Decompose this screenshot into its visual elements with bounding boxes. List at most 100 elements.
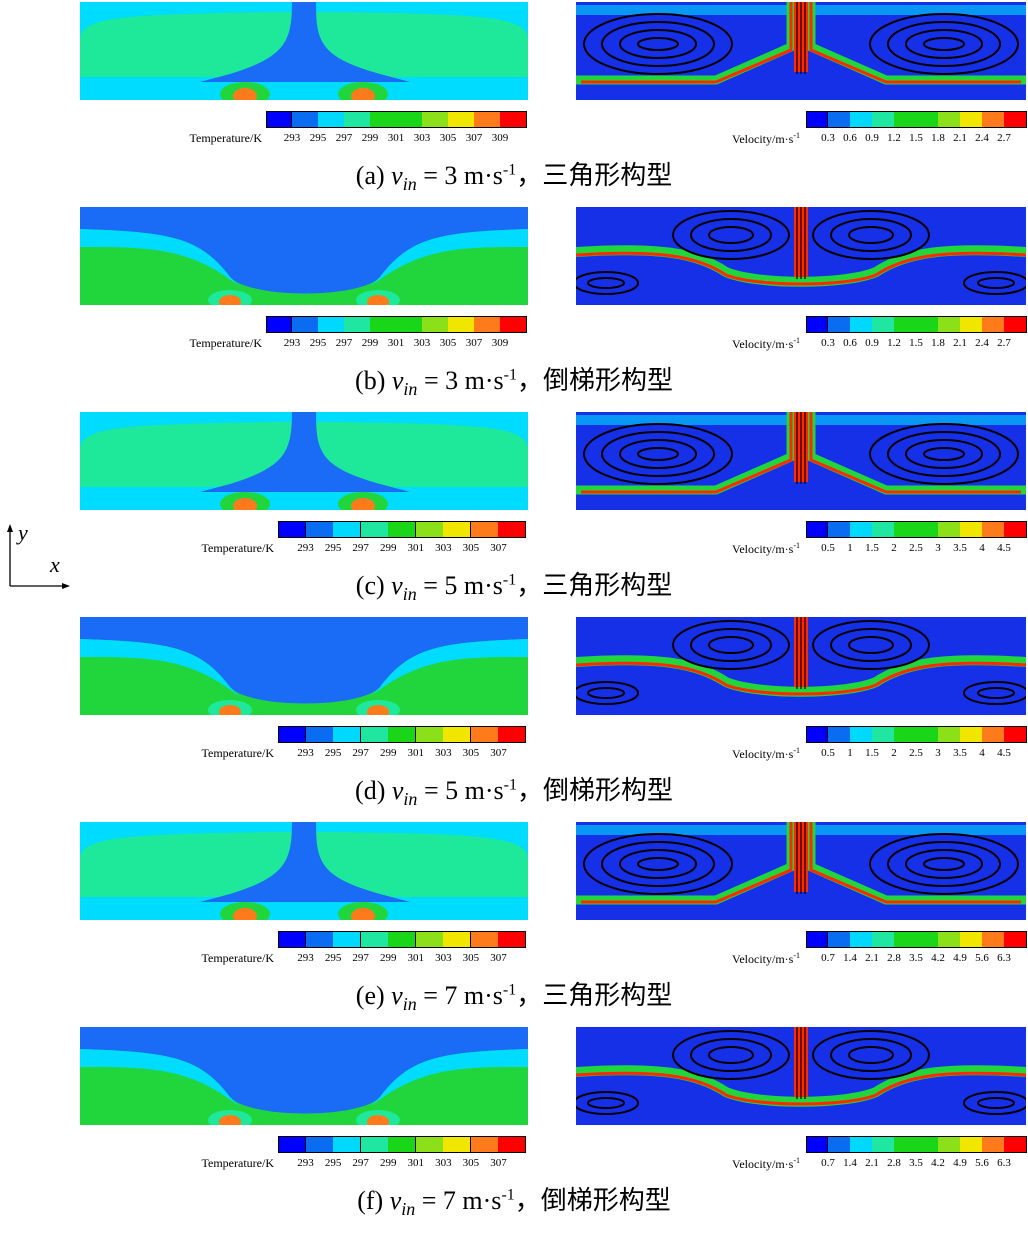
temp-bar-tick: 297 [352, 747, 369, 759]
vel-bar-tick: 1.5 [865, 542, 879, 554]
vel-bar-tick: 1.5 [865, 747, 879, 759]
temp-bar-tick: 305 [462, 747, 480, 759]
temp-bar-swatch [388, 931, 417, 948]
caption-prefix: (b) [355, 366, 386, 395]
temperature-contour [80, 617, 528, 715]
caption-sub: in [402, 994, 417, 1015]
vel-bar-swatch [960, 931, 983, 948]
vel-bar-tick: 4 [979, 542, 985, 554]
vel-bar-tick: 4.5 [997, 747, 1011, 759]
temp-bar-tick: 307 [465, 337, 483, 349]
vel-bar-swatch [850, 316, 873, 333]
temp-bar-swatch [388, 1136, 417, 1153]
caption-v: v [391, 366, 404, 395]
vel-bar-label-sup: -1 [793, 541, 800, 550]
caption-eq: = 7 m·s [421, 1186, 502, 1215]
temperature-contour [80, 822, 528, 920]
vel-bar-tick: 3.5 [953, 542, 967, 554]
temp-bar-label-text: Temperature/K [189, 336, 262, 350]
temp-bar-tick: 295 [324, 1157, 342, 1169]
temp-bar-swatch [278, 521, 306, 538]
temp-bar-swatch [448, 111, 475, 128]
temp-bar-tick: 297 [335, 132, 353, 144]
vel-bar-swatch [960, 111, 983, 128]
temp-bar-tick: 299 [379, 747, 397, 759]
caption-eq: = 3 m·s [423, 366, 504, 395]
vel-bar-tick: 2 [891, 747, 897, 759]
temp-bar-swatch [443, 931, 472, 948]
panel-caption: (d) vin = 5 m·s-1，倒梯形构型 [0, 770, 1028, 810]
vel-bar-swatch [872, 521, 895, 538]
panel-caption: (b) vin = 3 m·s-1，倒梯形构型 [0, 360, 1028, 400]
caption-sub: in [403, 379, 418, 400]
vel-bar-swatch [916, 931, 939, 948]
velocity-streamline-plot [576, 1027, 1026, 1125]
temp-bar-tick: 301 [387, 337, 405, 349]
caption-prefix: (e) [355, 981, 385, 1010]
temp-bar-swatch [333, 931, 362, 948]
temp-bar-swatch [396, 111, 423, 128]
temp-bar-swatch [333, 726, 362, 743]
vel-bar-swatch [894, 316, 917, 333]
caption-v: v [391, 161, 403, 190]
vel-bar-tick: 3.5 [953, 747, 967, 759]
temp-bar-swatch [470, 1136, 499, 1153]
vel-bar-tick: 1.8 [931, 132, 945, 144]
temp-bar-swatch [266, 316, 292, 333]
caption-prefix: (d) [355, 776, 386, 805]
vel-bar-tick: 2.4 [975, 132, 989, 144]
temp-bar-tick: 307 [490, 542, 507, 554]
temp-bar-swatch [443, 521, 472, 538]
vel-bar-label: Velocity/m·s-1 [732, 336, 800, 352]
vel-bar-swatch [850, 111, 873, 128]
temp-bar-label: Temperature/K [202, 1156, 274, 1171]
vel-bar-swatch [806, 931, 828, 948]
vel-bar-swatch [894, 521, 917, 538]
vel-bar-swatch [872, 111, 895, 128]
vel-bar-tick: 0.7 [821, 952, 835, 964]
vel-bar-swatch [872, 931, 895, 948]
temp-bar-swatch [305, 1136, 334, 1153]
temp-bar-tick: 301 [407, 542, 425, 554]
vel-bar-swatch [894, 726, 917, 743]
vel-bar-swatch [872, 316, 895, 333]
temp-bar-tick: 297 [335, 337, 353, 349]
vel-bar-tick: 6.3 [997, 952, 1011, 964]
temp-bar-tick: 305 [439, 337, 457, 349]
temperature-contour [80, 207, 528, 305]
temp-bar-label-text: Temperature/K [201, 746, 274, 760]
vel-bar-tick: 1 [847, 747, 853, 759]
vel-bar-tick: 2.1 [953, 132, 967, 144]
caption-eq: = 5 m·s [423, 776, 504, 805]
temp-bar-tick: 295 [309, 132, 327, 144]
caption-sub: in [401, 1199, 416, 1220]
vel-bar-swatch [1004, 931, 1027, 948]
vel-bar-tick: 1.8 [931, 337, 945, 349]
temp-bar-swatch [443, 1136, 472, 1153]
panel-caption: (c) vin = 5 m·s-1，三角形构型 [0, 565, 1028, 605]
vel-bar-swatch [872, 1136, 895, 1153]
vel-bar-label: Velocity/m·s-1 [732, 1156, 800, 1172]
caption-sup: -1 [503, 776, 517, 794]
vel-bar-label-text: Velocity/m·s [732, 337, 794, 351]
vel-bar-swatch [960, 316, 983, 333]
caption-sub: in [403, 789, 418, 810]
vel-bar-swatch [828, 521, 851, 538]
temp-bar-swatch [500, 316, 527, 333]
temp-bar-swatch [278, 931, 306, 948]
vel-bar-swatch [828, 726, 851, 743]
vel-bar-swatch [982, 1136, 1005, 1153]
vel-bar-swatch [828, 1136, 851, 1153]
vel-bar-tick: 0.9 [865, 132, 879, 144]
temp-bar-label: Temperature/K [190, 131, 262, 146]
temp-bar-swatch [318, 111, 345, 128]
vel-bar-swatch [916, 726, 939, 743]
temp-bar-swatch [500, 111, 527, 128]
vel-bar-swatch [916, 1136, 939, 1153]
vel-bar-label-sup: -1 [793, 951, 800, 960]
temp-bar-tick: 305 [439, 132, 457, 144]
temp-bar-label: Temperature/K [202, 951, 274, 966]
temp-bar-swatch [422, 316, 449, 333]
vel-bar-tick: 2.1 [865, 1157, 879, 1169]
vel-bar-tick: 1.5 [909, 132, 923, 144]
